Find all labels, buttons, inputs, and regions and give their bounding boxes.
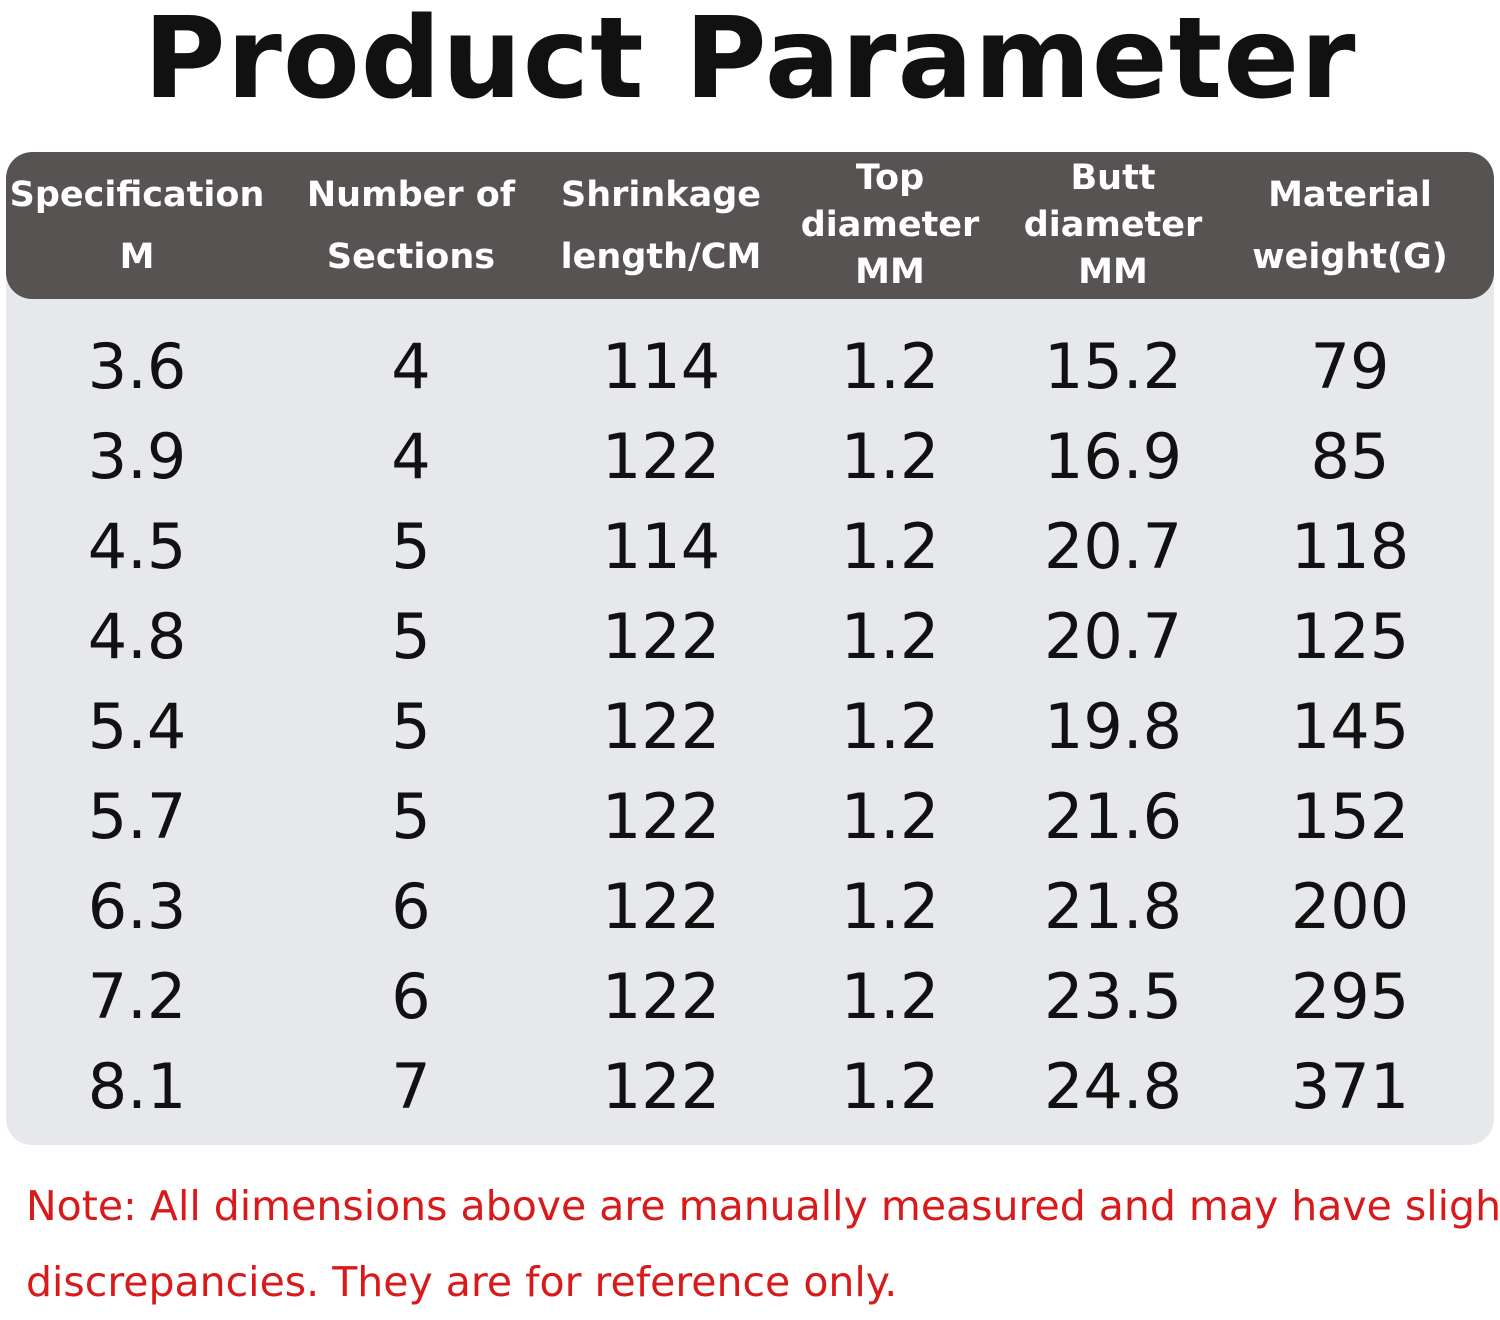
note-line-2: discrepancies. They are for reference on…	[26, 1258, 898, 1306]
table-row: 7.2 6 122 1.2 23.5 295	[6, 952, 1494, 1042]
cell-sections: 7	[391, 1050, 431, 1123]
header-material-weight: Material weight(G)	[1230, 152, 1470, 299]
cell-material-weight: 152	[1290, 780, 1410, 853]
header-shrinkage-length-line: Shrinkage	[561, 174, 761, 215]
header-sections-line: Sections	[326, 236, 496, 277]
cell-specification: 4.8	[87, 600, 187, 673]
header-material-weight-line: Material	[1268, 174, 1432, 215]
cell-specification: 5.4	[87, 690, 187, 763]
header-butt-diameter-line: Butt	[1070, 158, 1156, 198]
cell-butt-diameter: 16.9	[1043, 420, 1183, 493]
cell-sections: 6	[391, 960, 431, 1033]
cell-specification: 8.1	[87, 1050, 187, 1123]
header-butt-diameter-line: diameter	[1023, 205, 1203, 245]
header-sections-line: Number of	[306, 174, 516, 215]
cell-butt-diameter: 19.8	[1043, 690, 1183, 763]
cell-material-weight: 295	[1290, 960, 1410, 1033]
cell-butt-diameter: 21.8	[1043, 870, 1183, 943]
header-butt-diameter: Butt diameter MM	[993, 152, 1233, 299]
cell-top-diameter: 1.2	[840, 870, 940, 943]
cell-shrinkage-length: 122	[601, 1050, 721, 1123]
cell-sections: 4	[391, 420, 431, 493]
table-row: 3.9 4 122 1.2 16.9 85	[6, 412, 1494, 502]
page-title: Product Parameter	[143, 0, 1357, 124]
note-line-1: Note: All dimensions above are manually …	[26, 1182, 1500, 1230]
cell-specification: 3.9	[87, 420, 187, 493]
cell-specification: 3.6	[87, 330, 187, 403]
cell-top-diameter: 1.2	[840, 960, 940, 1033]
table-row: 5.7 5 122 1.2 21.6 152	[6, 772, 1494, 862]
cell-sections: 5	[391, 780, 431, 853]
cell-material-weight: 125	[1290, 600, 1410, 673]
header-top-diameter-line: MM	[855, 252, 925, 292]
cell-material-weight: 118	[1290, 510, 1410, 583]
table-row: 6.3 6 122 1.2 21.8 200	[6, 862, 1494, 952]
cell-specification: 6.3	[87, 870, 187, 943]
cell-butt-diameter: 24.8	[1043, 1050, 1183, 1123]
table-header: Specification M Number of Sections Shrinkage…	[6, 152, 1494, 299]
header-shrinkage-length-line: length/CM	[560, 236, 762, 277]
header-top-diameter-line: Top	[855, 158, 925, 198]
cell-butt-diameter: 20.7	[1043, 510, 1183, 583]
cell-sections: 6	[391, 870, 431, 943]
header-specification: Specification M	[10, 152, 265, 299]
header-top-diameter: Top diameter MM	[770, 152, 1010, 299]
cell-top-diameter: 1.2	[840, 780, 940, 853]
cell-butt-diameter: 23.5	[1043, 960, 1183, 1033]
cell-top-diameter: 1.2	[840, 1050, 940, 1123]
cell-sections: 5	[391, 690, 431, 763]
table-row: 5.4 5 122 1.2 19.8 145	[6, 682, 1494, 772]
cell-sections: 5	[391, 600, 431, 673]
parameter-table: Specification M Number of Sections Shrinkage…	[6, 152, 1494, 1145]
cell-sections: 5	[391, 510, 431, 583]
cell-sections: 4	[391, 330, 431, 403]
cell-top-diameter: 1.2	[840, 690, 940, 763]
cell-material-weight: 145	[1290, 690, 1410, 763]
cell-shrinkage-length: 122	[601, 780, 721, 853]
cell-specification: 7.2	[87, 960, 187, 1033]
cell-material-weight: 85	[1310, 420, 1390, 493]
cell-top-diameter: 1.2	[840, 420, 940, 493]
cell-butt-diameter: 20.7	[1043, 600, 1183, 673]
cell-shrinkage-length: 122	[601, 420, 721, 493]
header-top-diameter-line: diameter	[800, 205, 980, 245]
table-row: 4.8 5 122 1.2 20.7 125	[6, 592, 1494, 682]
cell-shrinkage-length: 114	[601, 330, 721, 403]
header-shrinkage-length: Shrinkage length/CM	[541, 152, 781, 299]
table-row: 8.1 7 122 1.2 24.8 371	[6, 1042, 1494, 1132]
cell-material-weight: 371	[1290, 1050, 1410, 1123]
cell-shrinkage-length: 122	[601, 690, 721, 763]
cell-shrinkage-length: 122	[601, 600, 721, 673]
header-specification-line: M	[119, 236, 155, 277]
cell-material-weight: 200	[1290, 870, 1410, 943]
cell-material-weight: 79	[1310, 330, 1390, 403]
cell-butt-diameter: 21.6	[1043, 780, 1183, 853]
cell-shrinkage-length: 122	[601, 870, 721, 943]
table-row: 4.5 5 114 1.2 20.7 118	[6, 502, 1494, 592]
cell-top-diameter: 1.2	[840, 330, 940, 403]
cell-top-diameter: 1.2	[840, 600, 940, 673]
header-butt-diameter-line: MM	[1078, 252, 1148, 292]
table-row: 3.6 4 114 1.2 15.2 79	[6, 322, 1494, 412]
header-sections: Number of Sections	[291, 152, 531, 299]
cell-specification: 5.7	[87, 780, 187, 853]
cell-butt-diameter: 15.2	[1043, 330, 1183, 403]
cell-shrinkage-length: 122	[601, 960, 721, 1033]
header-specification-line: Specification	[9, 174, 265, 215]
note: Note: All dimensions above are manually …	[26, 1168, 1500, 1320]
cell-top-diameter: 1.2	[840, 510, 940, 583]
cell-specification: 4.5	[87, 510, 187, 583]
header-material-weight-line: weight(G)	[1252, 236, 1448, 277]
cell-shrinkage-length: 114	[601, 510, 721, 583]
